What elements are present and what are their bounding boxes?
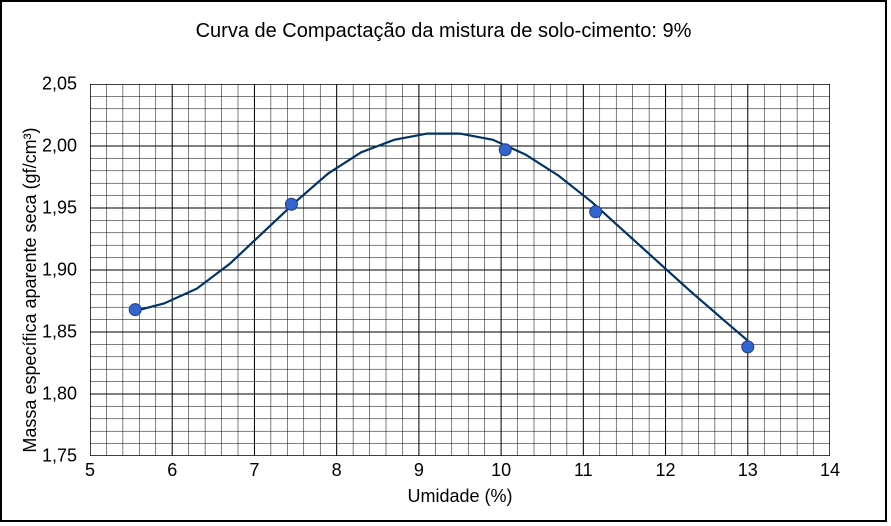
x-tick-label: 8 [332,460,342,481]
x-tick-label: 11 [574,460,593,481]
y-tick-label: 1,85 [42,322,77,343]
plot-area [90,84,830,456]
plot-svg [90,84,830,456]
y-axis-label: Massa específica aparente seca (gf/cm³) [20,100,41,480]
y-tick-label: 2,05 [42,74,77,95]
y-tick-label: 1,90 [42,260,77,281]
y-tick-label: 2,00 [42,136,77,157]
x-tick-label: 7 [249,460,259,481]
y-tick-label: 1,80 [42,384,77,405]
chart-title: Curva de Compactação da mistura de solo-… [2,20,885,43]
x-tick-label: 13 [738,460,758,481]
x-tick-label: 6 [167,460,177,481]
chart-frame: Curva de Compactação da mistura de solo-… [0,0,887,522]
x-tick-label: 5 [85,460,95,481]
x-tick-label: 12 [656,460,676,481]
x-axis-label: Umidade (%) [90,486,830,507]
y-tick-label: 1,95 [42,198,77,219]
x-tick-label: 14 [820,460,840,481]
x-tick-label: 10 [491,460,511,481]
y-tick-label: 1,75 [42,446,77,467]
x-tick-label: 9 [414,460,424,481]
